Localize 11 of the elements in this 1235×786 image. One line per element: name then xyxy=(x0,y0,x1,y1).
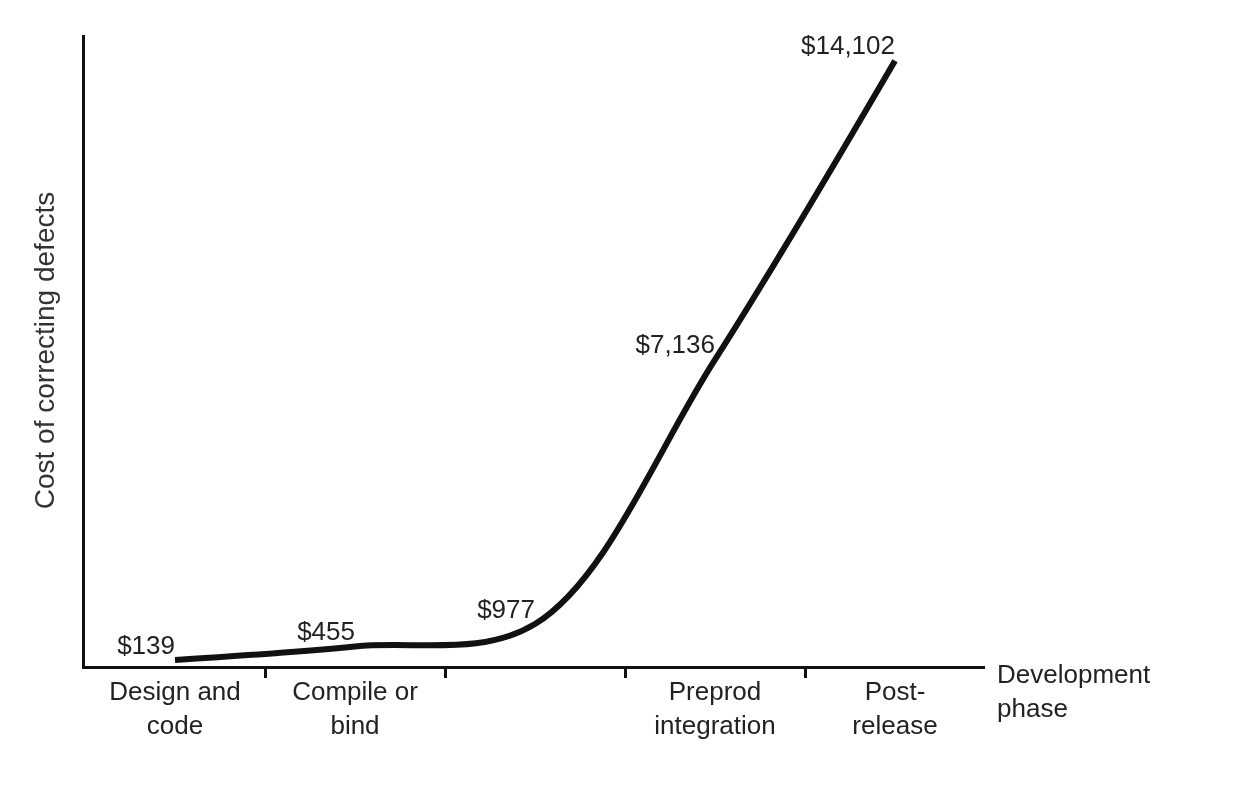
data-label: $14,102 xyxy=(801,30,895,61)
x-axis-title: Development phase xyxy=(997,659,1151,723)
x-tick-label: Design and code xyxy=(109,676,241,740)
data-label: $139 xyxy=(117,629,175,660)
x-tick-label: Preprod integration xyxy=(654,676,776,740)
data-label: $455 xyxy=(297,615,355,646)
data-label: $7,136 xyxy=(635,329,715,360)
x-tick-label: Compile or bind xyxy=(292,676,419,740)
y-axis-title: Cost of correcting defects xyxy=(28,191,60,510)
data-label: $977 xyxy=(477,593,535,624)
x-tick-label: Post-release xyxy=(852,676,938,740)
